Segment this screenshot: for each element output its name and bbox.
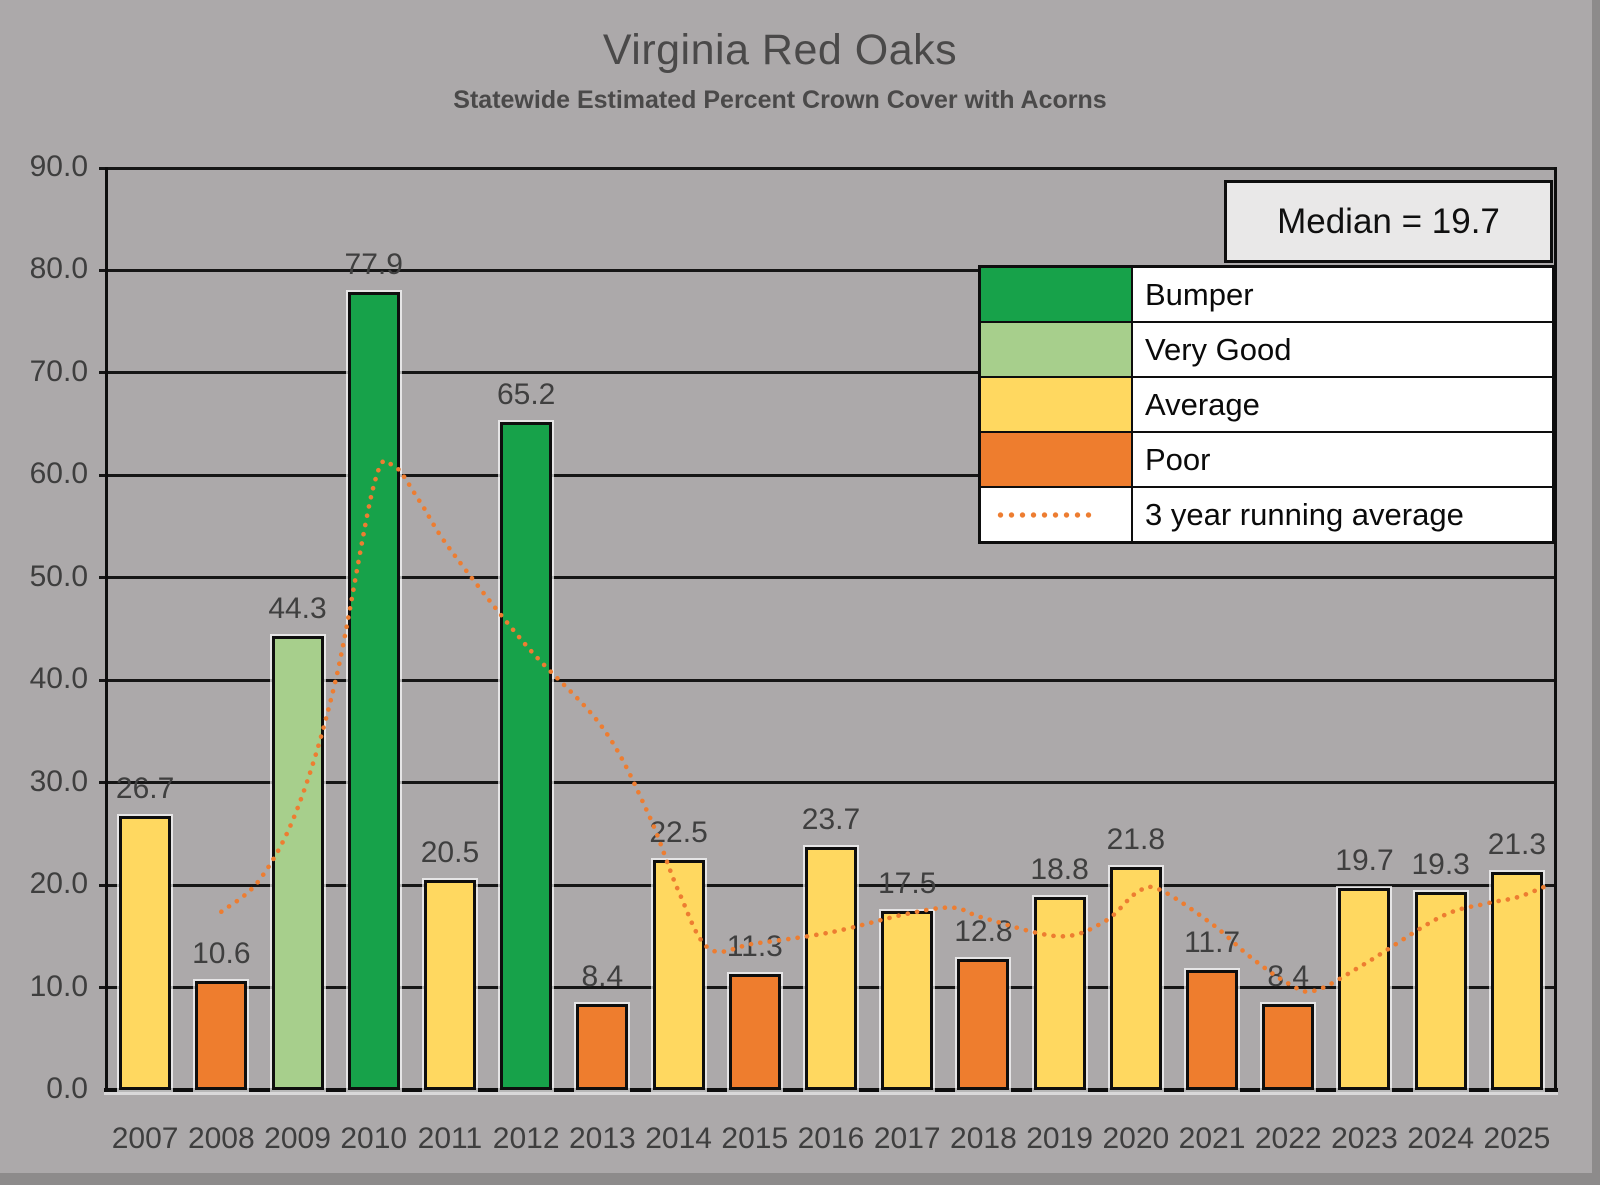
x-axis-label-2008: 2008 <box>187 1122 255 1155</box>
x-axis-line <box>104 1088 1558 1092</box>
screenshot-right-edge <box>1592 0 1600 1185</box>
median-box: Median = 19.7 <box>1224 180 1553 263</box>
legend-label-poor: Poor <box>1133 433 1552 486</box>
screenshot-bottom-edge <box>0 1173 1600 1185</box>
x-axis-label-2018: 2018 <box>950 1122 1017 1155</box>
x-axis-label-2019: 2019 <box>1026 1122 1093 1155</box>
legend-row-average: Average <box>981 378 1552 433</box>
x-axis-label-2021: 2021 <box>1178 1122 1246 1155</box>
y-axis-label: 0.0 <box>46 1072 88 1105</box>
x-axis-label-2015: 2015 <box>721 1122 789 1155</box>
legend-swatch-very-good <box>981 323 1133 376</box>
x-axis-label-2012: 2012 <box>492 1122 560 1155</box>
y-axis-label: 50.0 <box>29 559 88 593</box>
legend-row-running-average: 3 year running average <box>981 488 1552 541</box>
x-axis-label-2020: 2020 <box>1102 1122 1170 1155</box>
bar-value-label-2007: 26.7 <box>115 772 175 806</box>
bar-2009 <box>271 636 324 1090</box>
x-axis-label-2022: 2022 <box>1254 1122 1322 1155</box>
bar-value-label-2016: 23.7 <box>801 803 861 837</box>
y-axis-label: 90.0 <box>29 150 88 183</box>
bar-2015 <box>728 974 781 1090</box>
bar-value-label-2025: 21.3 <box>1487 827 1547 861</box>
legend-swatch-bumper <box>981 268 1133 321</box>
x-axis-label-2023: 2023 <box>1331 1122 1398 1155</box>
dotted-line-icon <box>995 509 1095 520</box>
bar-2025 <box>1490 871 1543 1090</box>
gridline-50 <box>99 576 1557 580</box>
bar-2019 <box>1033 897 1086 1090</box>
bar-2018 <box>957 958 1010 1090</box>
bar-2023 <box>1338 888 1391 1090</box>
bar-2010 <box>347 291 400 1090</box>
bar-2011 <box>423 879 476 1090</box>
y-axis-label: 80.0 <box>29 252 88 286</box>
bar-2007 <box>119 816 172 1090</box>
legend-swatch-average <box>981 378 1133 431</box>
x-axis-label-2007: 2007 <box>111 1122 179 1155</box>
chart-title: Virginia Red Oaks <box>602 26 958 74</box>
x-axis-label-2025: 2025 <box>1483 1122 1551 1155</box>
legend-label-running-average: 3 year running average <box>1133 488 1552 541</box>
bar-2013 <box>576 1003 629 1090</box>
bar-2014 <box>652 859 705 1090</box>
x-axis-label-2009: 2009 <box>264 1122 331 1155</box>
legend-swatch-running-average <box>981 488 1133 541</box>
x-axis-label-2017: 2017 <box>873 1122 941 1155</box>
gridline-90 <box>99 166 1557 170</box>
y-axis-label: 20.0 <box>29 867 88 901</box>
legend-swatch-poor <box>981 433 1133 486</box>
y-axis-label: 10.0 <box>29 969 88 1003</box>
x-axis-label-2024: 2024 <box>1407 1122 1475 1155</box>
x-axis-label-2016: 2016 <box>797 1122 865 1155</box>
y-axis-label: 30.0 <box>29 764 88 798</box>
y-axis-line <box>105 167 108 1091</box>
bar-2022 <box>1262 1003 1315 1090</box>
legend-label-average: Average <box>1133 378 1552 431</box>
bar-value-label-2017: 17.5 <box>878 866 937 900</box>
x-axis-label-2013: 2013 <box>568 1122 636 1155</box>
y-axis-label: 40.0 <box>29 662 88 696</box>
gridline-80 <box>99 268 1557 272</box>
y-axis-label: 70.0 <box>29 354 88 388</box>
bar-value-label-2012: 65.2 <box>496 378 556 412</box>
bar-value-label-2014: 22.5 <box>649 815 708 849</box>
bar-value-label-2010: 77.9 <box>344 247 403 281</box>
legend-label-bumper: Bumper <box>1133 268 1552 321</box>
legend-label-very-good: Very Good <box>1133 323 1552 376</box>
legend-row-bumper: Bumper <box>981 268 1552 323</box>
x-axis-label-2010: 2010 <box>340 1122 408 1155</box>
bar-2024 <box>1414 892 1467 1090</box>
y-axis-label: 60.0 <box>29 457 88 491</box>
legend-row-poor: Poor <box>981 433 1552 488</box>
legend: Bumper Very Good Average Poor 3 year run… <box>978 265 1555 544</box>
legend-row-very-good: Very Good <box>981 323 1552 378</box>
x-axis-label-2011: 2011 <box>417 1122 483 1155</box>
chart-subtitle: Statewide Estimated Percent Crown Cover … <box>453 86 1107 114</box>
gridline-70 <box>99 371 1557 375</box>
bar-2020 <box>1109 866 1162 1090</box>
plot-right-border <box>1554 167 1557 1091</box>
median-label: Median = 19.7 <box>1277 201 1500 241</box>
bar-2008 <box>195 981 248 1090</box>
bar-value-label-2021: 11.7 <box>1183 926 1241 960</box>
x-axis-label-2014: 2014 <box>645 1122 712 1155</box>
bar-value-label-2020: 21.8 <box>1106 822 1166 856</box>
